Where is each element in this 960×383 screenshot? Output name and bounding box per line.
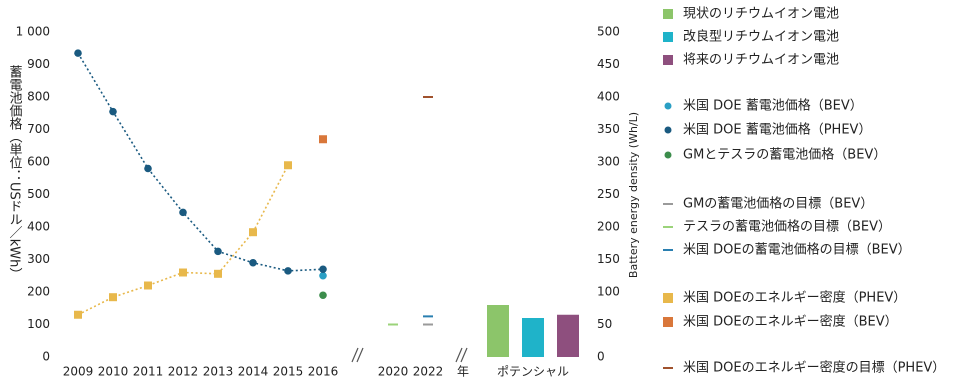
x-tick-label: 2011 (133, 365, 164, 379)
bar (522, 318, 544, 357)
y2-axis-title: Battery energy density (Wh/L) (627, 112, 640, 278)
y2-tick-label: 200 (597, 220, 620, 234)
square-point (214, 269, 222, 278)
legend-marker (663, 32, 673, 42)
x-tick-label: 2020 (378, 365, 409, 379)
x-tick-label: 年 (457, 365, 469, 379)
legend-label: 米国 DOEのエネルギー密度（BEV） (683, 314, 898, 330)
square-point (109, 293, 117, 302)
x-tick-label: 2022 (413, 365, 444, 379)
square-point (284, 161, 292, 170)
y-tick-label: 500 (27, 187, 50, 201)
legend-marker (663, 317, 673, 327)
dot (179, 208, 187, 217)
legend-label: テスラの蓄電池価格の目標（BEV） (683, 219, 891, 235)
dot (284, 267, 292, 275)
dot (319, 271, 327, 280)
dot (109, 107, 117, 116)
y-tick-label: 600 (27, 155, 50, 169)
series-line (77, 52, 324, 272)
legend-marker (663, 293, 673, 303)
y2-tick-label: 350 (597, 122, 620, 136)
y-tick-label: 400 (27, 220, 50, 234)
dot (249, 258, 257, 267)
dot (214, 247, 222, 256)
y2-tick-label: 100 (597, 285, 620, 299)
legend-label: 米国 DOE 蓄電池価格（PHEV） (683, 122, 871, 138)
square-point (249, 228, 257, 237)
y-axis-title: 蓄電池価格（単位：USドル／kWh） (7, 65, 23, 280)
y2-tick-label: 500 (597, 25, 620, 39)
legend-label: GMとテスラの蓄電池価格（BEV） (683, 147, 886, 163)
legend-marker (664, 102, 672, 110)
y2-tick-label: 50 (597, 317, 612, 331)
y2-tick-label: 0 (597, 350, 605, 364)
legend-marker (664, 151, 672, 159)
dot (74, 49, 82, 57)
legend-label: 米国 DOEの蓄電池価格の目標（BEV） (683, 242, 911, 258)
legend-label: GMの蓄電池価格の目標（BEV） (683, 196, 873, 212)
legend-marker (663, 9, 673, 19)
x-tick-label: 2016 (308, 365, 339, 379)
square-point (144, 281, 152, 290)
x-tick-label: ポテンシャル (497, 365, 569, 379)
y-tick-label: 800 (27, 90, 50, 104)
y-tick-label: 900 (27, 57, 50, 71)
axis-break (351, 347, 468, 363)
x-tick-label: 2015 (273, 365, 304, 379)
legend-marker (664, 126, 672, 134)
x-tick-label: 2009 (63, 365, 94, 379)
series-line (77, 164, 289, 316)
bar (557, 314, 579, 357)
y-tick-label: 200 (27, 285, 50, 299)
bar (487, 305, 509, 357)
y2-tick-label: 400 (597, 90, 620, 104)
y-tick-label: 1 000 (16, 25, 50, 39)
y2-tick-label: 250 (597, 187, 620, 201)
square-point (74, 310, 82, 319)
y-tick-label: 100 (27, 317, 50, 331)
y2-tick-label: 300 (597, 155, 620, 169)
legend-label: 米国 DOEのエネルギー密度（PHEV） (683, 290, 906, 306)
square-point (179, 268, 187, 277)
dot (319, 265, 327, 274)
y-tick-label: 300 (27, 252, 50, 266)
legend-label: 米国 DOE 蓄電池価格（BEV） (683, 98, 863, 114)
y-tick-label: 0 (42, 350, 50, 364)
x-tick-label: 2014 (238, 365, 269, 379)
x-tick-label: 2012 (168, 365, 199, 379)
dot (319, 291, 327, 300)
y2-tick-label: 150 (597, 252, 620, 266)
dot (144, 164, 152, 173)
legend-label: 現状のリチウムイオン電池 (683, 7, 839, 22)
legend-label: 改良型リチウムイオン電池 (683, 29, 839, 45)
square-point (319, 135, 327, 144)
x-tick-label: 2010 (98, 365, 129, 379)
legend-label: 将来のリチウムイオン電池 (683, 53, 839, 68)
y2-tick-label: 450 (597, 57, 620, 71)
y-tick-label: 700 (27, 122, 50, 136)
legend-label: 米国 DOEのエネルギー密度の目標（PHEV） (683, 360, 945, 376)
x-tick-label: 2013 (203, 365, 234, 379)
legend-marker (663, 55, 673, 65)
